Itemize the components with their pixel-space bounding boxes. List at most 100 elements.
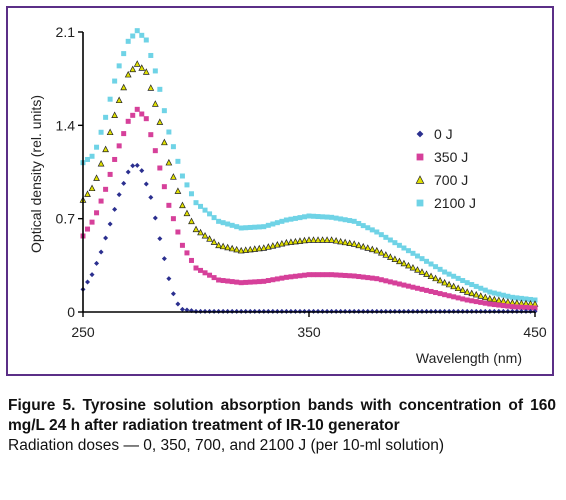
data-point [256,224,262,230]
data-point [130,163,136,169]
data-point [310,236,317,243]
data-point [148,52,154,58]
data-point [473,299,479,305]
data-point [464,297,470,303]
data-point [179,201,186,209]
data-point [468,289,476,297]
data-point [175,301,181,307]
data-point [464,280,470,286]
data-point [410,250,416,256]
data-point [341,238,349,246]
data-point [527,296,533,302]
data-point [311,272,317,278]
data-point [514,304,520,310]
data-point [527,305,533,311]
data-point [143,37,149,43]
data-point [197,228,204,236]
data-point [405,283,411,289]
data-point [234,279,240,285]
data-point [201,231,209,239]
data-point [134,106,140,112]
data-point [360,223,366,229]
data-point [296,237,304,244]
data-point [436,276,444,284]
data-point [234,224,240,230]
data-point [509,304,515,310]
data-point [505,293,511,299]
data-point [373,246,381,254]
data-point [454,284,462,292]
data-point [157,236,163,242]
legend-marker [415,175,425,184]
data-point [246,245,254,253]
data-point [147,84,155,91]
data-point [287,238,295,245]
data-point [424,258,430,264]
data-point [112,206,118,212]
data-point [111,111,119,118]
series-700j [79,60,539,307]
data-point [283,217,289,223]
data-point [211,215,217,221]
data-point [396,257,403,265]
data-point [392,280,398,286]
data-point [85,279,91,285]
data-point [134,28,140,34]
data-point [120,83,128,91]
data-point [460,278,466,284]
data-point [455,275,461,281]
data-point [125,118,131,124]
data-point [94,210,100,216]
data-point [350,240,358,247]
data-point [338,216,344,222]
data-point [148,132,154,138]
data-point [94,144,100,150]
data-point [451,294,457,300]
data-point [130,112,136,118]
data-point [103,186,109,192]
data-point [220,278,226,284]
data-point [225,221,231,227]
data-point [491,290,497,296]
data-point [424,287,430,293]
data-point [427,272,435,280]
data-point [216,277,222,283]
data-point [89,153,95,159]
data-point [329,214,335,220]
data-point [193,265,199,271]
data-point [207,211,213,217]
data-point [237,246,245,254]
data-point [459,286,467,293]
data-point [378,232,384,238]
data-point [193,200,199,206]
series-2100j [80,28,538,303]
data-point [292,237,299,245]
data-point [151,100,159,107]
data-point [486,294,494,302]
x-tick-label: 450 [523,324,547,340]
data-point [116,143,122,149]
data-point [229,279,235,285]
data-point [89,219,95,225]
data-point [224,243,232,251]
data-point [98,198,104,204]
data-point [360,274,366,280]
data-point [139,168,145,174]
data-point [337,237,345,245]
data-point [386,253,394,260]
data-point [170,144,176,150]
data-point [437,266,443,272]
y-tick-label: 0.7 [56,211,76,227]
data-point [396,242,402,248]
data-point [270,221,276,227]
figure-frame: 0 0.7 1.4 2.1 250 350 450 Wavelength (nm) Optica… [6,6,554,376]
data-point [518,295,524,301]
data-point [125,38,131,44]
data-point [107,96,113,102]
data-point [405,261,412,269]
data-point [469,298,475,304]
data-point [98,249,104,255]
data-point [495,296,503,304]
data-point [121,51,127,57]
data-point [269,242,277,249]
